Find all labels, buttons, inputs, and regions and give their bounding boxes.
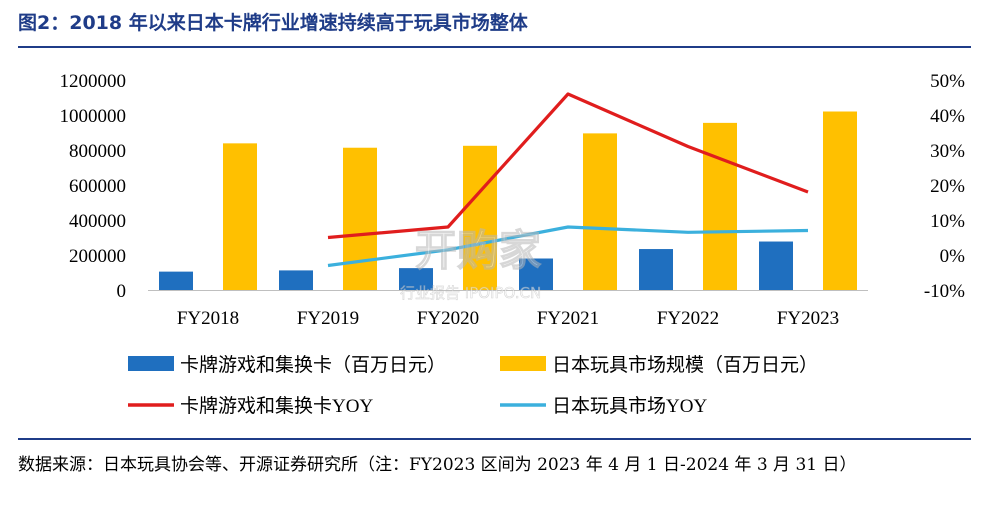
bar-card-games [159, 271, 193, 290]
source-note: 数据来源：日本玩具协会等、开源证券研究所（注：FY2023 区间为 2023 年… [18, 455, 857, 475]
bar-toy-market [343, 147, 377, 290]
left-axis-tick-label: 1200000 [60, 71, 127, 92]
legend-label: 卡牌游戏和集换卡（百万日元） [180, 354, 446, 376]
chart-title: 图2：2018 年以来日本卡牌行业增速持续高于玩具市场整体 [18, 12, 528, 34]
right-axis-tick-label: 0% [940, 246, 966, 267]
x-axis-tick-label: FY2018 [177, 308, 239, 329]
x-axis-tick-label: FY2022 [657, 308, 719, 329]
bar-toy-market [703, 122, 737, 290]
x-axis-tick-label: FY2021 [537, 308, 599, 329]
chart: 020000040000060000080000010000001200000 … [60, 71, 966, 417]
left-axis-tick-label: 200000 [69, 246, 126, 267]
legend-label: 日本玩具市场YOY [552, 395, 707, 417]
source-divider [18, 438, 971, 440]
x-axis-tick-label: FY2019 [297, 308, 359, 329]
bar-toy-market [583, 133, 617, 290]
bar-card-games [759, 241, 793, 290]
bar-toy-market [823, 111, 857, 290]
title-divider [18, 46, 971, 48]
left-axis-tick-label: 400000 [69, 211, 126, 232]
right-axis-tick-label: -10% [924, 281, 965, 302]
left-axis-tick-label: 600000 [69, 176, 126, 197]
bar-card-games [639, 249, 673, 290]
line-toy-yoy [327, 225, 809, 268]
x-axis-tick-label: FY2020 [417, 308, 479, 329]
bar-card-games [279, 270, 313, 290]
bar-toy-market [463, 145, 497, 290]
right-axis-tick-label: 10% [930, 211, 965, 232]
left-axis-tick-label: 800000 [69, 141, 126, 162]
right-axis-tick-label: 40% [930, 106, 965, 127]
right-axis-tick-label: 20% [930, 176, 965, 197]
legend-label: 日本玩具市场规模（百万日元） [552, 354, 818, 376]
bar-card-games [519, 258, 553, 290]
x-axis-tick-label: FY2023 [777, 308, 839, 329]
bar-card-games [399, 268, 433, 290]
watermark-subtitle: 行业报告 IPOIPO.CN [400, 284, 541, 302]
legend-label: 卡牌游戏和集换卡YOY [180, 395, 373, 417]
line-card-yoy [327, 92, 809, 240]
left-axis-tick-label: 1000000 [60, 106, 127, 127]
right-axis-tick-label: 50% [930, 71, 965, 92]
watermark-logo: 开购家 [415, 226, 541, 275]
bar-toy-market [223, 143, 257, 290]
left-axis-tick-label: 0 [117, 281, 127, 302]
right-axis-tick-label: 30% [930, 141, 965, 162]
legend-swatch [128, 356, 174, 371]
legend-swatch [500, 356, 546, 371]
